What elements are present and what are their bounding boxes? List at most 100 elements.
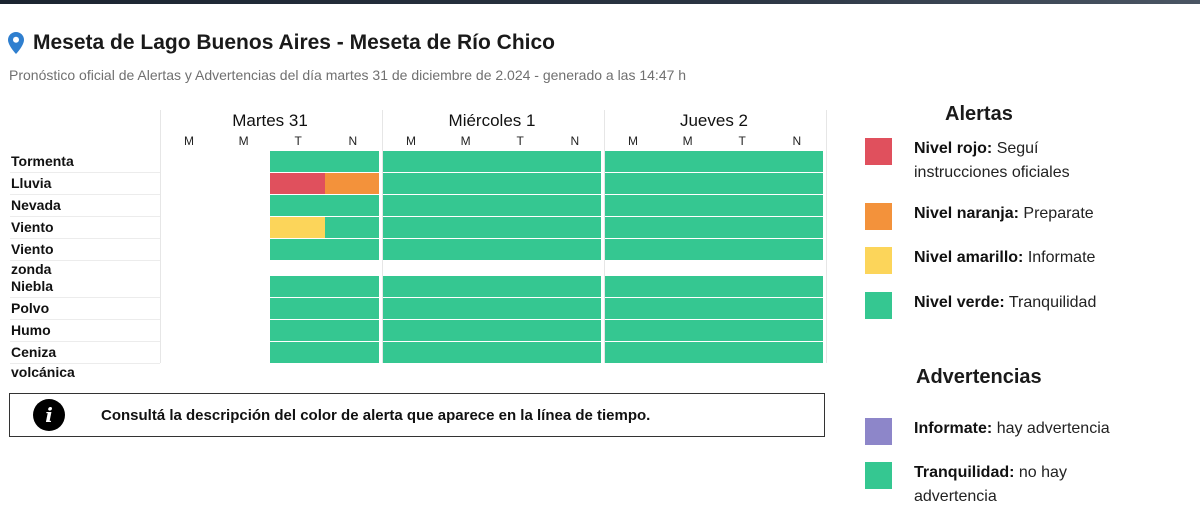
alert-cell-green xyxy=(270,151,325,172)
legend-item: Tranquilidad: no hay advertencia xyxy=(914,461,1099,509)
alert-cell-green xyxy=(492,320,547,341)
alert-cell-green xyxy=(768,239,824,260)
alert-cell-green xyxy=(659,173,715,194)
legend-desc: Tranquilidad xyxy=(1008,294,1097,311)
alert-cell-green xyxy=(383,342,438,363)
alert-cell-green xyxy=(383,298,438,319)
legend-desc: Informate xyxy=(1027,249,1096,266)
alert-cell-green xyxy=(768,195,824,216)
legend-level: Tranquilidad: xyxy=(914,464,1015,481)
alert-cell-green xyxy=(324,239,380,260)
period-label: M xyxy=(406,134,416,148)
legend-alertas-title: Alertas xyxy=(945,103,1013,125)
legend-item: Nivel amarillo: Informate xyxy=(914,246,1174,270)
alert-cell-green xyxy=(605,239,660,260)
alert-cell-green xyxy=(492,342,547,363)
alert-cell-green xyxy=(659,298,715,319)
alert-cell-green xyxy=(383,173,438,194)
period-label: T xyxy=(738,134,746,148)
grid-divider xyxy=(160,110,161,363)
alert-cell-green xyxy=(659,320,715,341)
period-label: N xyxy=(348,134,358,148)
row-separator xyxy=(10,363,160,364)
alert-cell-green xyxy=(383,151,438,172)
legend-desc: Seguí instrucciones oficiales xyxy=(914,140,1070,181)
alert-cell-green xyxy=(714,239,769,260)
alert-cell-green xyxy=(383,217,438,238)
alert-cell-green xyxy=(437,217,493,238)
row-label: Tormenta xyxy=(11,153,74,169)
alert-cell-green xyxy=(768,320,824,341)
alert-cell-green xyxy=(437,342,493,363)
location-pin-icon xyxy=(8,32,24,54)
alert-cell-green xyxy=(437,173,493,194)
alert-cell-green xyxy=(270,276,325,297)
alert-cell-green xyxy=(270,239,325,260)
day-header: Jueves 2 xyxy=(679,111,749,130)
row-label: Humo xyxy=(11,322,51,338)
alert-cell-green xyxy=(605,342,660,363)
alert-cell-green xyxy=(659,217,715,238)
info-text: Consultá la descripción del color de ale… xyxy=(101,407,651,424)
legend-level: Nivel verde: xyxy=(914,294,1005,311)
day-header: Martes 31 xyxy=(232,111,308,130)
alert-cell-green xyxy=(546,276,602,297)
legend-item: Nivel naranja: Preparate xyxy=(914,202,1174,226)
legend-swatch xyxy=(865,462,892,489)
day-header: Miércoles 1 xyxy=(448,111,536,130)
alert-cell-yellow xyxy=(270,217,325,238)
alert-cell-green xyxy=(324,217,380,238)
alert-cell-green xyxy=(324,276,380,297)
alert-cell-red xyxy=(270,173,325,194)
row-label: Polvo xyxy=(11,300,50,316)
alert-cell-green xyxy=(437,239,493,260)
alert-cell-green xyxy=(605,195,660,216)
alert-cell-green xyxy=(492,217,547,238)
period-label: M xyxy=(238,134,249,148)
page-title: Meseta de Lago Buenos Aires - Meseta de … xyxy=(33,31,556,54)
alert-cell-green xyxy=(768,298,824,319)
alert-cell-green xyxy=(546,195,602,216)
alert-cell-green xyxy=(605,151,660,172)
alert-cell-green xyxy=(768,151,824,172)
alert-cell-green xyxy=(546,342,602,363)
alert-cell-green xyxy=(437,276,493,297)
alert-cell-green xyxy=(659,276,715,297)
legend-advertencias-title: Advertencias xyxy=(916,366,1042,388)
alert-cell-green xyxy=(605,217,660,238)
row-separator xyxy=(10,260,160,261)
alert-cell-green xyxy=(324,195,380,216)
row-separator xyxy=(10,172,160,173)
alert-cell-green xyxy=(383,239,438,260)
alert-cell-green xyxy=(546,151,602,172)
alert-cell-green xyxy=(270,342,325,363)
period-label: M xyxy=(628,134,638,148)
legend-level: Nivel naranja: xyxy=(914,205,1019,222)
alert-cell-green xyxy=(270,320,325,341)
legend-level: Nivel amarillo: xyxy=(914,249,1024,266)
legend-level: Nivel rojo: xyxy=(914,140,993,157)
legend-item: Nivel rojo: Seguí instrucciones oficiale… xyxy=(914,137,1104,185)
legend-level: Informate: xyxy=(914,420,993,437)
alert-cell-green xyxy=(492,173,547,194)
row-label: Niebla xyxy=(11,278,54,294)
alert-cell-green xyxy=(546,239,602,260)
legend-swatch xyxy=(865,247,892,274)
alert-cell-green xyxy=(546,320,602,341)
row-label: Ceniza volcánica xyxy=(11,344,75,380)
row-separator xyxy=(10,216,160,217)
legend-swatch xyxy=(865,292,892,319)
alert-cell-green xyxy=(492,298,547,319)
row-label: Lluvia xyxy=(11,175,52,191)
alert-cell-green xyxy=(324,342,380,363)
alert-cell-green xyxy=(659,342,715,363)
period-label: N xyxy=(792,134,802,148)
legend-desc: Preparate xyxy=(1023,205,1094,222)
grid-divider xyxy=(382,110,383,363)
row-label: Nevada xyxy=(11,197,61,213)
row-separator xyxy=(10,194,160,195)
legend-desc: hay advertencia xyxy=(996,420,1110,437)
alert-cell-green xyxy=(659,151,715,172)
legend-swatch xyxy=(865,138,892,165)
alert-cell-green xyxy=(492,239,547,260)
